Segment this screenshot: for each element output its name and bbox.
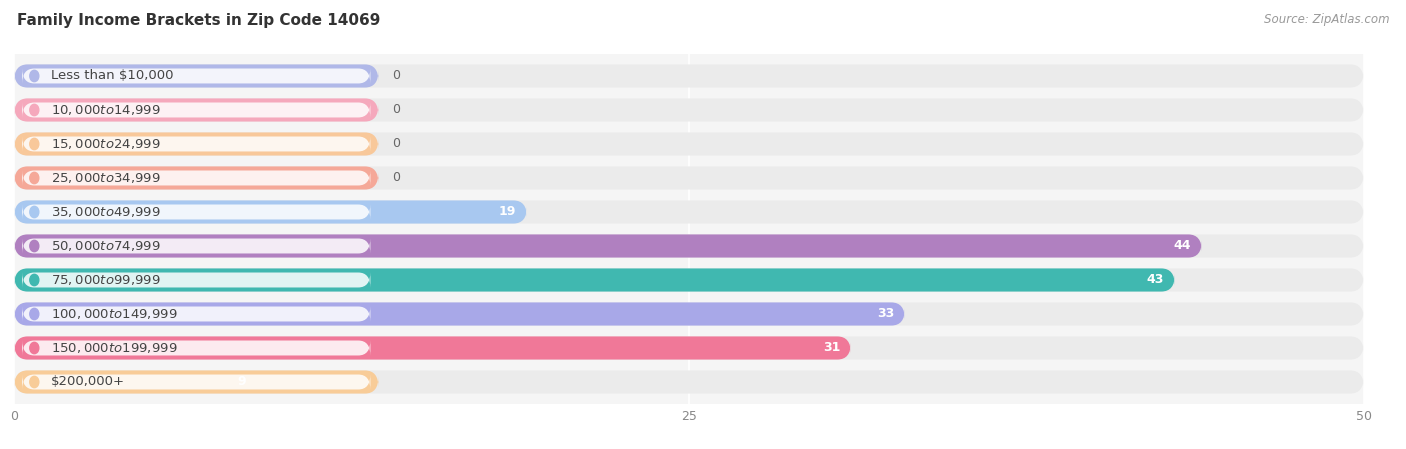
FancyBboxPatch shape bbox=[22, 102, 370, 118]
Text: 43: 43 bbox=[1147, 273, 1164, 286]
FancyBboxPatch shape bbox=[14, 336, 1364, 360]
FancyBboxPatch shape bbox=[22, 136, 370, 152]
Text: 31: 31 bbox=[823, 342, 841, 355]
FancyBboxPatch shape bbox=[22, 204, 370, 220]
Circle shape bbox=[30, 274, 39, 286]
FancyBboxPatch shape bbox=[14, 200, 1364, 224]
FancyBboxPatch shape bbox=[22, 68, 370, 84]
Circle shape bbox=[30, 376, 39, 387]
Text: 0: 0 bbox=[392, 172, 399, 185]
Text: $75,000 to $99,999: $75,000 to $99,999 bbox=[51, 273, 160, 287]
Text: Source: ZipAtlas.com: Source: ZipAtlas.com bbox=[1264, 13, 1389, 26]
Text: Less than $10,000: Less than $10,000 bbox=[51, 70, 173, 83]
FancyBboxPatch shape bbox=[14, 303, 1364, 326]
Circle shape bbox=[30, 240, 39, 252]
Text: $25,000 to $34,999: $25,000 to $34,999 bbox=[51, 171, 160, 185]
FancyBboxPatch shape bbox=[14, 234, 1364, 258]
Text: Family Income Brackets in Zip Code 14069: Family Income Brackets in Zip Code 14069 bbox=[17, 13, 380, 28]
FancyBboxPatch shape bbox=[22, 238, 370, 254]
Text: $200,000+: $200,000+ bbox=[51, 375, 125, 388]
Text: $10,000 to $14,999: $10,000 to $14,999 bbox=[51, 103, 160, 117]
FancyBboxPatch shape bbox=[22, 272, 370, 288]
FancyBboxPatch shape bbox=[14, 132, 378, 155]
FancyBboxPatch shape bbox=[14, 167, 378, 189]
Text: $50,000 to $74,999: $50,000 to $74,999 bbox=[51, 239, 160, 253]
FancyBboxPatch shape bbox=[14, 200, 527, 224]
FancyBboxPatch shape bbox=[14, 234, 1202, 258]
FancyBboxPatch shape bbox=[14, 167, 1364, 189]
FancyBboxPatch shape bbox=[14, 132, 1364, 155]
Circle shape bbox=[30, 206, 39, 218]
Text: $100,000 to $149,999: $100,000 to $149,999 bbox=[51, 307, 177, 321]
Text: $35,000 to $49,999: $35,000 to $49,999 bbox=[51, 205, 160, 219]
FancyBboxPatch shape bbox=[14, 370, 378, 394]
FancyBboxPatch shape bbox=[14, 370, 1364, 394]
FancyBboxPatch shape bbox=[22, 340, 370, 356]
Circle shape bbox=[30, 342, 39, 354]
Text: 0: 0 bbox=[392, 70, 399, 83]
Circle shape bbox=[30, 308, 39, 320]
FancyBboxPatch shape bbox=[14, 269, 1364, 291]
Text: 0: 0 bbox=[392, 103, 399, 116]
Circle shape bbox=[30, 104, 39, 116]
FancyBboxPatch shape bbox=[22, 170, 370, 186]
FancyBboxPatch shape bbox=[14, 336, 851, 360]
Circle shape bbox=[30, 138, 39, 150]
FancyBboxPatch shape bbox=[14, 64, 1364, 88]
Circle shape bbox=[30, 172, 39, 184]
FancyBboxPatch shape bbox=[14, 98, 1364, 122]
FancyBboxPatch shape bbox=[14, 64, 378, 88]
Text: 9: 9 bbox=[238, 375, 246, 388]
Text: 19: 19 bbox=[499, 206, 516, 219]
Circle shape bbox=[30, 70, 39, 82]
FancyBboxPatch shape bbox=[22, 306, 370, 322]
Text: 0: 0 bbox=[392, 137, 399, 150]
FancyBboxPatch shape bbox=[14, 98, 378, 122]
FancyBboxPatch shape bbox=[22, 374, 370, 390]
Text: $15,000 to $24,999: $15,000 to $24,999 bbox=[51, 137, 160, 151]
Text: 33: 33 bbox=[877, 308, 894, 321]
Text: $150,000 to $199,999: $150,000 to $199,999 bbox=[51, 341, 177, 355]
FancyBboxPatch shape bbox=[14, 303, 905, 326]
Text: 44: 44 bbox=[1174, 239, 1191, 252]
FancyBboxPatch shape bbox=[14, 269, 1175, 291]
